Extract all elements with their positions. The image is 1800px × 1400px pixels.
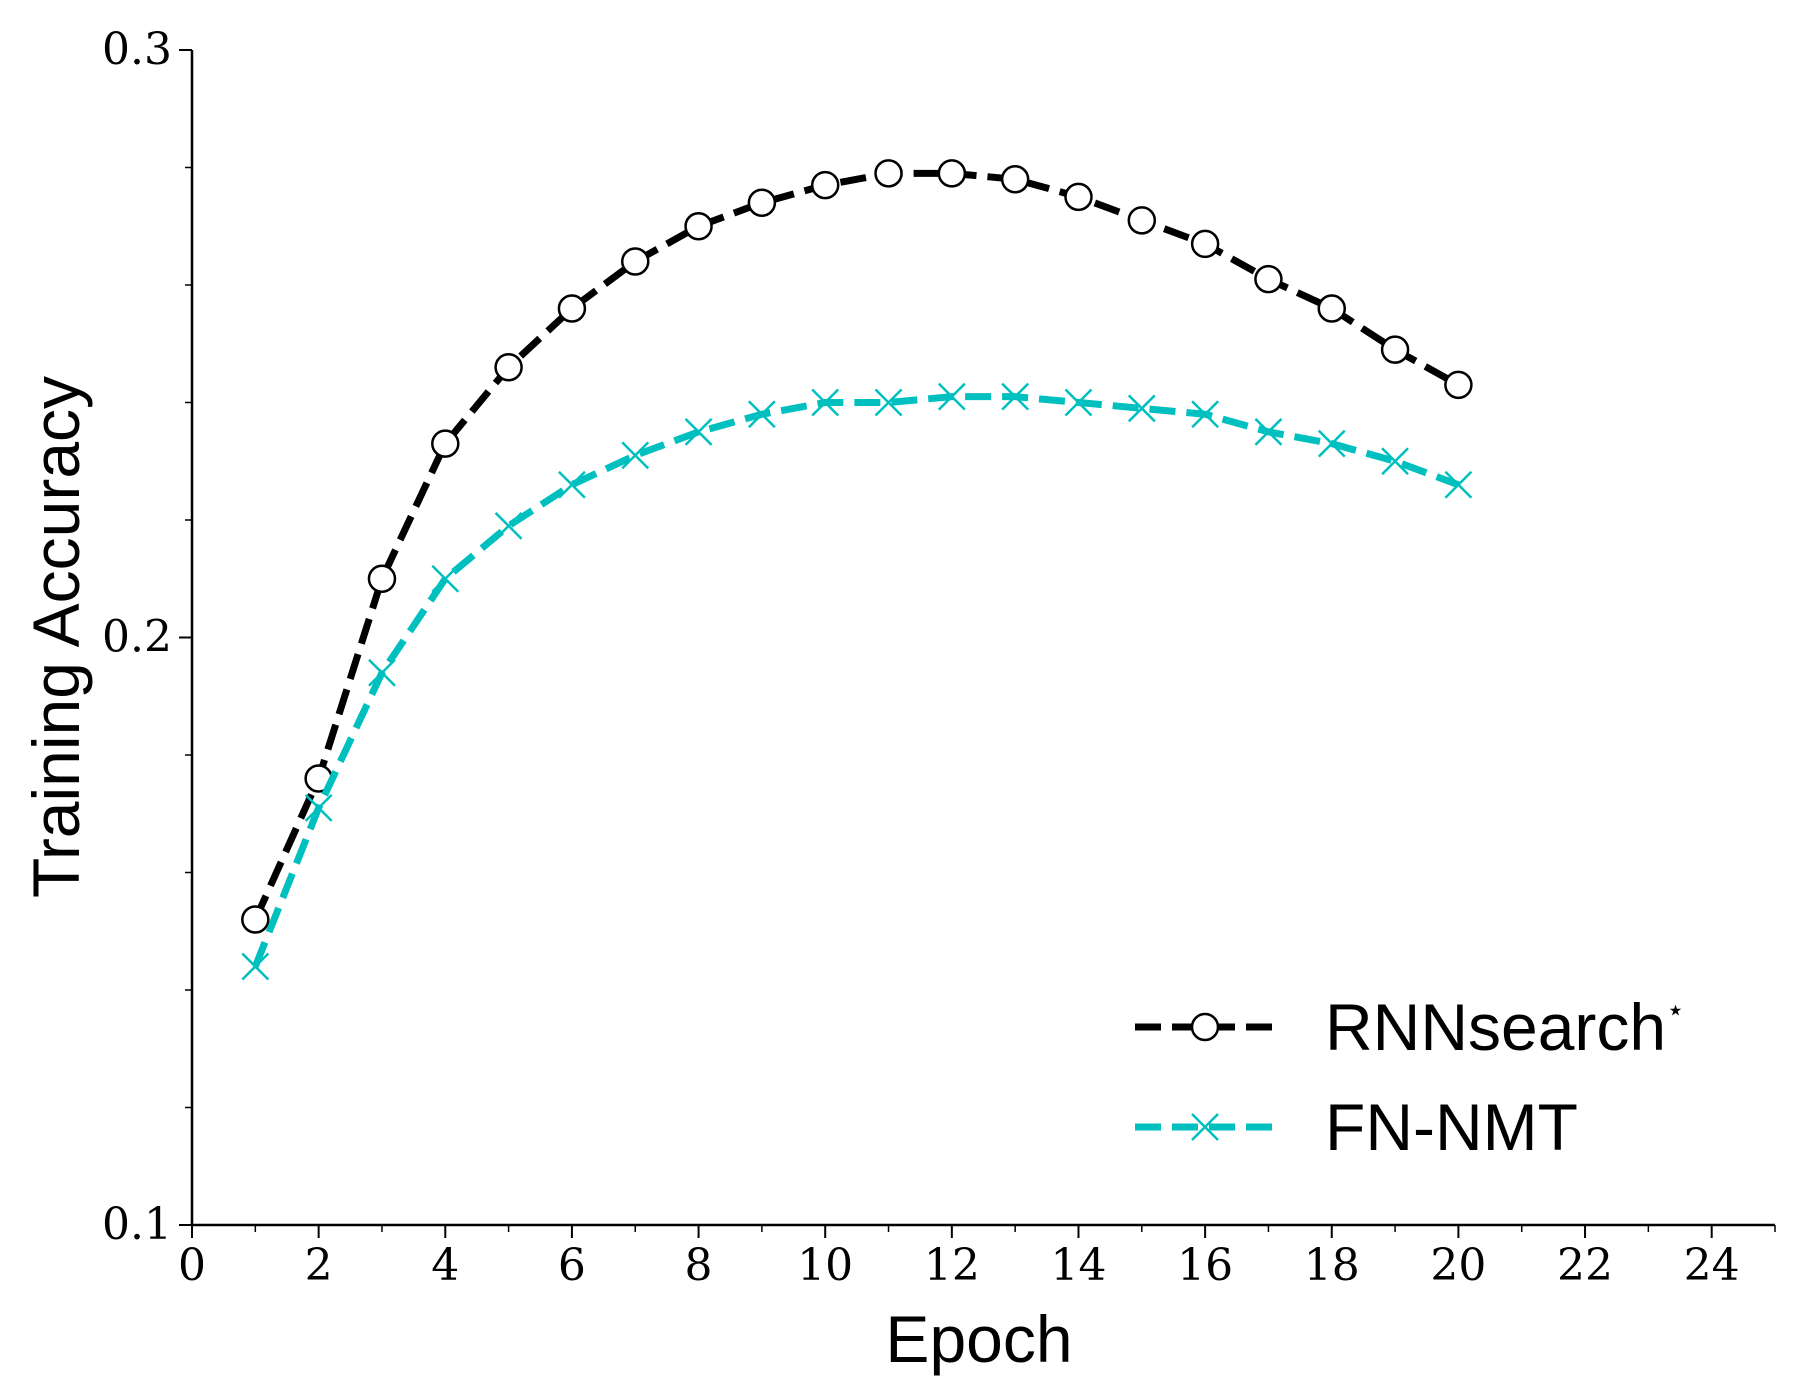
x-tick-label: 10 <box>797 1240 853 1291</box>
x-tick-label: 16 <box>1177 1240 1233 1291</box>
data-point-fn-nmt <box>304 793 333 822</box>
x-tick-label: 20 <box>1430 1240 1486 1291</box>
data-point-rnnsearch <box>1444 370 1473 400</box>
series-line-rnnsearch <box>252 169 1461 921</box>
data-point-rnnsearch <box>620 247 650 276</box>
legend: RNNsearch⋆ FN-NMT <box>1135 990 1685 1164</box>
series <box>241 159 1473 981</box>
data-point-fn-nmt <box>558 470 586 499</box>
x-tick-label: 22 <box>1557 1240 1613 1291</box>
data-point-fn-nmt <box>1001 382 1030 411</box>
data-point-fn-nmt <box>431 564 460 593</box>
legend-marker-rnnsearch <box>1190 1012 1220 1042</box>
data-point-fn-nmt <box>1254 417 1283 446</box>
data-point-rnnsearch <box>557 294 587 323</box>
data-point-rnnsearch <box>1000 165 1030 194</box>
x-tick-label: 14 <box>1050 1240 1106 1291</box>
y-tick-label: 0.3 <box>102 24 172 75</box>
legend-label-rnnsearch-name: RNNsearch <box>1325 990 1666 1064</box>
x-axis-label: Epoch <box>885 1302 1072 1376</box>
x-tick-label: 24 <box>1684 1240 1740 1291</box>
data-point-rnnsearch <box>937 159 967 188</box>
x-tick-label: 0 <box>178 1240 206 1291</box>
data-point-fn-nmt <box>937 382 966 411</box>
data-point-rnnsearch <box>1380 335 1410 364</box>
data-point-rnnsearch <box>494 353 523 382</box>
data-point-rnnsearch <box>367 564 397 593</box>
data-point-fn-nmt <box>1444 470 1473 499</box>
data-point-rnnsearch <box>431 429 460 458</box>
data-point-rnnsearch <box>1254 264 1283 294</box>
data-point-rnnsearch <box>747 188 777 217</box>
legend-marker-fn-nmt <box>1191 1113 1219 1141</box>
data-point-fn-nmt <box>811 388 840 417</box>
legend-entry-rnnsearch: RNNsearch⋆ <box>1135 990 1685 1064</box>
data-point-fn-nmt <box>1381 447 1409 476</box>
data-point-fn-nmt <box>241 952 270 981</box>
series-rnnsearch <box>241 159 1473 934</box>
y-axis-label: Training Accuracy <box>19 376 93 898</box>
data-point-rnnsearch <box>241 905 270 934</box>
data-point-rnnsearch <box>684 212 713 241</box>
data-point-rnnsearch <box>1064 182 1093 212</box>
series-fn-nmt <box>241 382 1473 981</box>
data-point-rnnsearch <box>874 159 903 188</box>
data-point-fn-nmt <box>494 511 523 540</box>
data-point-rnnsearch <box>1127 206 1157 235</box>
legend-label-rnnsearch: RNNsearch⋆ <box>1325 990 1685 1064</box>
data-point-fn-nmt <box>684 417 713 446</box>
legend-label-rnnsearch-superscript: ⋆ <box>1666 993 1685 1028</box>
x-tick-label: 12 <box>924 1240 980 1291</box>
x-tick-label: 18 <box>1304 1240 1360 1291</box>
x-tick-label: 2 <box>305 1240 333 1291</box>
data-point-rnnsearch <box>1317 294 1347 323</box>
x-ticks: 0 2 4 6 8 10 12 14 16 18 20 22 24 <box>178 1225 1776 1291</box>
y-tick-label: 0.1 <box>102 1199 172 1250</box>
data-point-fn-nmt <box>874 388 903 417</box>
y-tick-label: 0.2 <box>102 612 172 663</box>
data-point-fn-nmt <box>1317 429 1346 458</box>
data-point-rnnsearch <box>1190 229 1220 259</box>
data-point-fn-nmt <box>621 441 650 470</box>
data-point-fn-nmt <box>1127 394 1156 423</box>
x-tick-label: 6 <box>558 1240 586 1291</box>
y-ticks: 0.1 0.2 0.3 <box>102 24 192 1250</box>
data-point-fn-nmt <box>1191 400 1220 429</box>
x-tick-label: 4 <box>431 1240 459 1291</box>
axes: 0 2 4 6 8 10 12 14 16 18 20 22 24 0.10.20.3 <box>102 24 1776 1291</box>
x-tick-label: 8 <box>685 1240 713 1291</box>
legend-label-fn-nmt: FN-NMT <box>1325 1090 1578 1164</box>
legend-entry-fn-nmt: FN-NMT <box>1135 1090 1578 1164</box>
data-point-fn-nmt <box>747 400 776 429</box>
data-point-rnnsearch <box>810 170 840 200</box>
data-point-fn-nmt <box>368 658 396 687</box>
data-point-fn-nmt <box>1064 388 1093 417</box>
series-line-fn-nmt <box>252 393 1460 968</box>
